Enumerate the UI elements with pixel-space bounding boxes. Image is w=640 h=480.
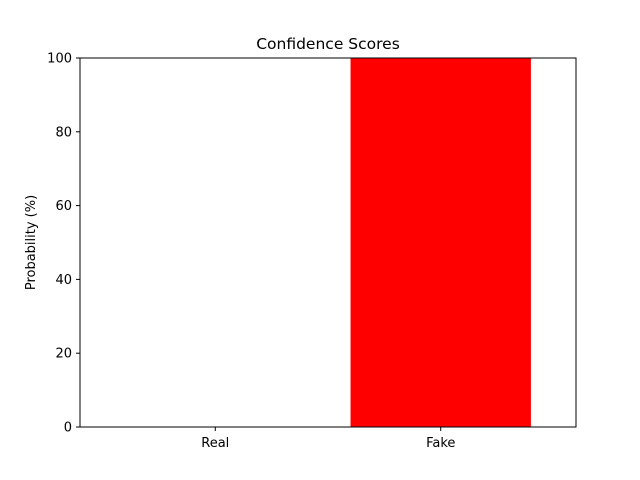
y-tick-label: 60 [55,199,72,214]
y-axis-label: Probability (%) [24,195,39,290]
x-axis-ticks: Real Fake [201,427,455,451]
y-tick-label: 80 [55,125,72,140]
x-tick-label-real: Real [201,436,229,451]
bars-group [350,58,531,427]
y-axis-ticks: 0 20 40 60 80 100 [47,52,80,436]
bar-fake [350,58,531,427]
y-tick-label: 0 [64,421,72,436]
chart-title: Confidence Scores [256,35,400,53]
y-tick-label: 40 [55,273,72,288]
plot-frame [79,57,577,428]
x-tick-label-fake: Fake [426,436,455,451]
y-tick-label: 20 [55,347,72,362]
y-tick-label: 100 [47,52,72,67]
